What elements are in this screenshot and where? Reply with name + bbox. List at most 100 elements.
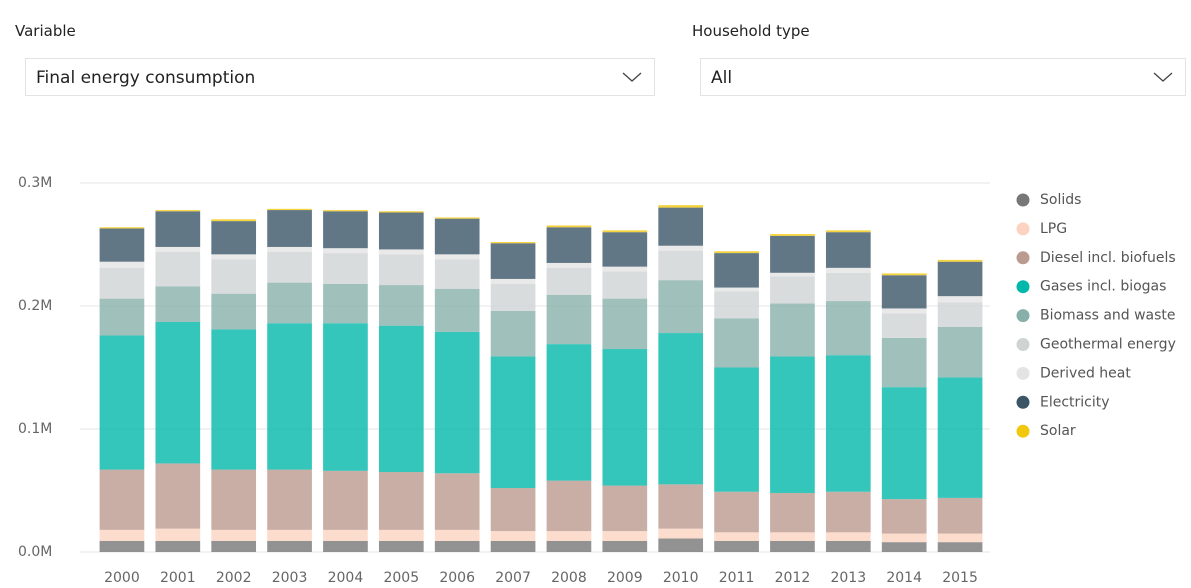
bar-segment [770,234,815,236]
bar-segment [770,532,815,541]
dropdown-value: All [711,68,733,88]
bar-segment [770,276,815,304]
bar-segment [490,243,536,279]
bar-segment [658,528,704,539]
bar-segment [378,325,424,473]
bar-segment [825,267,871,273]
bar-segment [155,246,201,252]
bar-segment [602,230,648,233]
bar-segment [714,291,759,319]
bar-segment [434,217,480,219]
bar-segment [546,227,592,263]
bar-segment [937,533,983,543]
bar-segment [490,488,536,532]
bar-segment [267,210,312,247]
bar-segment [825,230,871,233]
bar-segment [490,540,536,552]
bar-segment [546,225,592,228]
legend-marker [1016,280,1030,294]
bar-segment [937,542,983,552]
x-tick-label: 2009 [607,570,643,586]
bar-segment [378,540,424,552]
bar-segment [434,540,480,552]
bar-segment [155,321,201,464]
x-tick-label: 2001 [160,570,196,586]
bar-segment [881,542,927,552]
bar-segment [267,323,312,470]
bar-segment [602,349,648,486]
bar-segment [825,232,871,268]
bar-segment [658,250,704,281]
bar-segment [99,529,145,541]
bar-segment [99,298,145,336]
bar-segment [490,531,536,541]
legend-label: Solids [1040,192,1081,208]
bar-segment [937,259,983,262]
legend-marker [1016,366,1030,380]
bar-segment [881,313,927,338]
bar-segment [881,387,927,500]
bar-segment [378,254,424,286]
bar-segment [99,267,145,299]
legend-label: Diesel incl. biofuels [1040,250,1176,266]
x-tick-label: 2010 [663,570,699,586]
bar-segment [602,540,648,552]
legend-label: LPG [1040,221,1067,237]
legend-label: Biomass and waste [1040,308,1176,324]
bar-segment [155,540,201,552]
bar-segment [770,356,815,493]
bar-segment [323,253,368,284]
y-tick-label: 0.2M [18,298,52,314]
bar-segment [825,491,871,533]
bar-segment [881,308,927,314]
bar-segment [323,248,368,254]
bar-segment [825,355,871,492]
bar-segment [714,287,759,292]
bar-segment [211,254,257,260]
bar-segment [937,326,983,378]
bar-segment [211,219,257,222]
legend-marker [1016,395,1030,409]
x-tick-label: 2008 [551,570,587,586]
bar-segment [770,540,815,552]
bar-segment [937,302,983,327]
bar-segment [434,259,480,289]
dropdown[interactable]: All [700,58,1186,96]
bar-segment [155,210,201,212]
bar-segment [378,285,424,326]
x-tick-label: 2011 [719,570,755,586]
bar-segment [490,283,536,311]
bar-segment [546,344,592,481]
legend-marker [1016,222,1030,236]
bar-segment [490,242,536,244]
bar-segment [546,262,592,268]
bar-segment [267,251,312,283]
bar-segment [825,301,871,356]
x-tick-label: 2003 [272,570,308,586]
dropdown-value: Final energy consumption [36,68,256,88]
bar-segment [155,528,201,541]
bar-segment [658,207,704,246]
bar-segment [378,529,424,541]
bar-segment [323,323,368,471]
bar-segment [323,211,368,249]
bar-segment [602,485,648,532]
legend-marker [1016,338,1030,351]
bar-segment [546,294,592,345]
bar-segment [267,282,312,324]
dropdown[interactable]: Final energy consumption [25,58,655,96]
chevron [622,72,642,82]
legend-label: Electricity [1040,394,1110,410]
bar-segment [658,484,704,529]
x-tick-label: 2012 [775,570,811,586]
bar-segment [770,272,815,277]
bar-segment [546,267,592,295]
bar-segment [546,540,592,552]
filter-label: Variable [15,22,76,40]
bar-segment [211,540,257,552]
bar-segment [658,538,704,552]
bar-segment [211,259,257,294]
bar-segment [714,532,759,541]
bar-segment [825,272,871,302]
